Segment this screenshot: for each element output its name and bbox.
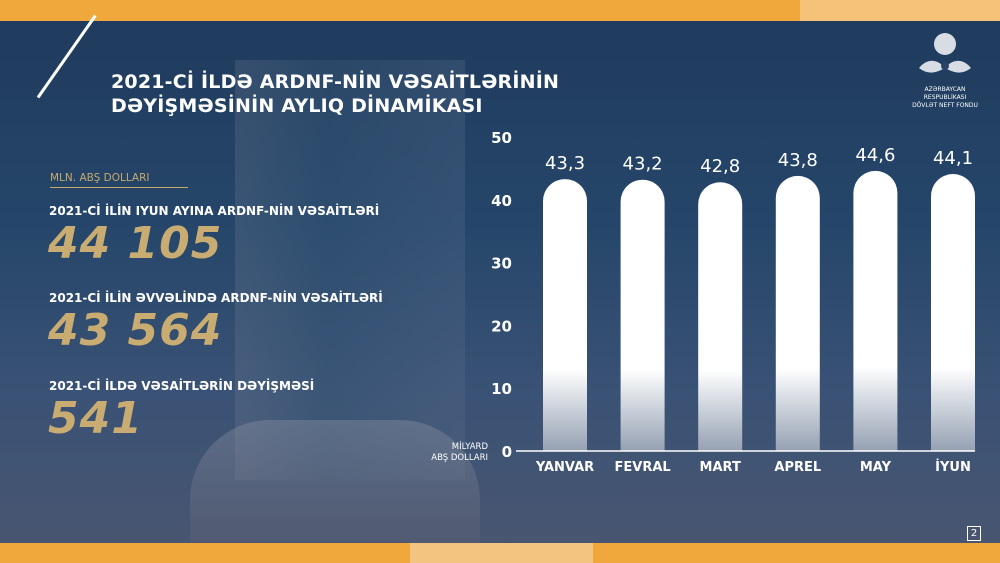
y-axis-label-line-1: MİLYARD: [451, 442, 488, 452]
x-tick-label: MART: [700, 460, 741, 475]
y-axis-label-line-2: ABŞ DOLLARI: [431, 453, 488, 463]
stat-value-june: 44 105: [48, 218, 223, 269]
bar: [698, 182, 743, 452]
background-tower-photo: [235, 60, 465, 480]
x-tick-label: YANVAR: [535, 460, 594, 475]
y-axis-label: MİLYARD ABŞ DOLLARI: [420, 442, 488, 464]
top-accent-bar: [0, 0, 1000, 21]
x-tick-label: FEVRAL: [615, 460, 671, 475]
y-tick-label: 30: [491, 255, 512, 273]
bar-value-label: 43,3: [545, 153, 585, 174]
bar: [775, 175, 820, 451]
bar-value-label: 43,8: [778, 150, 818, 171]
bar-value-label: 42,8: [700, 156, 740, 177]
logo-text-2: DÖVLƏT NEFT FONDU: [912, 102, 978, 109]
title-line-2: DƏYİŞMƏSİNİN AYLIQ DİNAMİKASI: [111, 95, 483, 117]
fund-logo: AZƏRBAYCAN RESPUBLİKASI DÖVLƏT NEFT FOND…: [905, 30, 985, 110]
page-title: 2021-Cİ İLDƏ ARDNF-NİN VƏSAİTLƏRİNİN DƏY…: [111, 70, 559, 118]
bar: [931, 174, 975, 452]
stat-label-june: 2021-Cİ İLİN IYUN AYINA ARDNF-NİN VƏSAİT…: [49, 204, 380, 218]
page-number: 2: [967, 526, 981, 541]
logo-icon: [919, 33, 971, 73]
bar-value-label: 43,2: [623, 154, 663, 175]
bar: [620, 179, 665, 452]
unit-label: MLN. ABŞ DOLLARI: [50, 172, 188, 188]
x-tick-label: İYUN: [935, 459, 971, 475]
background-building-photo: [190, 420, 480, 545]
bar: [543, 179, 587, 452]
logo-text-1: AZƏRBAYCAN RESPUBLİKASI: [923, 86, 967, 101]
y-tick-label: 50: [491, 129, 512, 147]
x-tick-label: APREL: [774, 460, 821, 475]
stat-value-start: 43 564: [48, 305, 223, 356]
top-accent-highlight: [800, 0, 1000, 21]
title-line-1: 2021-Cİ İLDƏ ARDNF-NİN VƏSAİTLƏRİNİN: [111, 71, 560, 93]
y-tick-label: 40: [491, 192, 512, 210]
bottom-accent-bar: [0, 543, 1000, 563]
y-tick-label: 0: [502, 443, 512, 461]
y-tick-label: 10: [491, 380, 512, 398]
stat-value-change: 541: [48, 393, 143, 444]
stat-label-start: 2021-Cİ İLİN ƏVVƏLİNDƏ ARDNF-NİN VƏSAİTL…: [49, 291, 383, 305]
bar-value-label: 44,6: [855, 145, 895, 166]
x-tick-label: MAY: [860, 460, 892, 475]
bar: [853, 170, 898, 452]
stat-label-change: 2021-Cİ İLDƏ VƏSAİTLƏRİN DƏYİŞMƏSİ: [49, 379, 315, 393]
y-tick-label: 20: [491, 317, 512, 335]
bottom-accent-highlight: [410, 543, 593, 563]
bar-value-label: 44,1: [933, 148, 973, 169]
